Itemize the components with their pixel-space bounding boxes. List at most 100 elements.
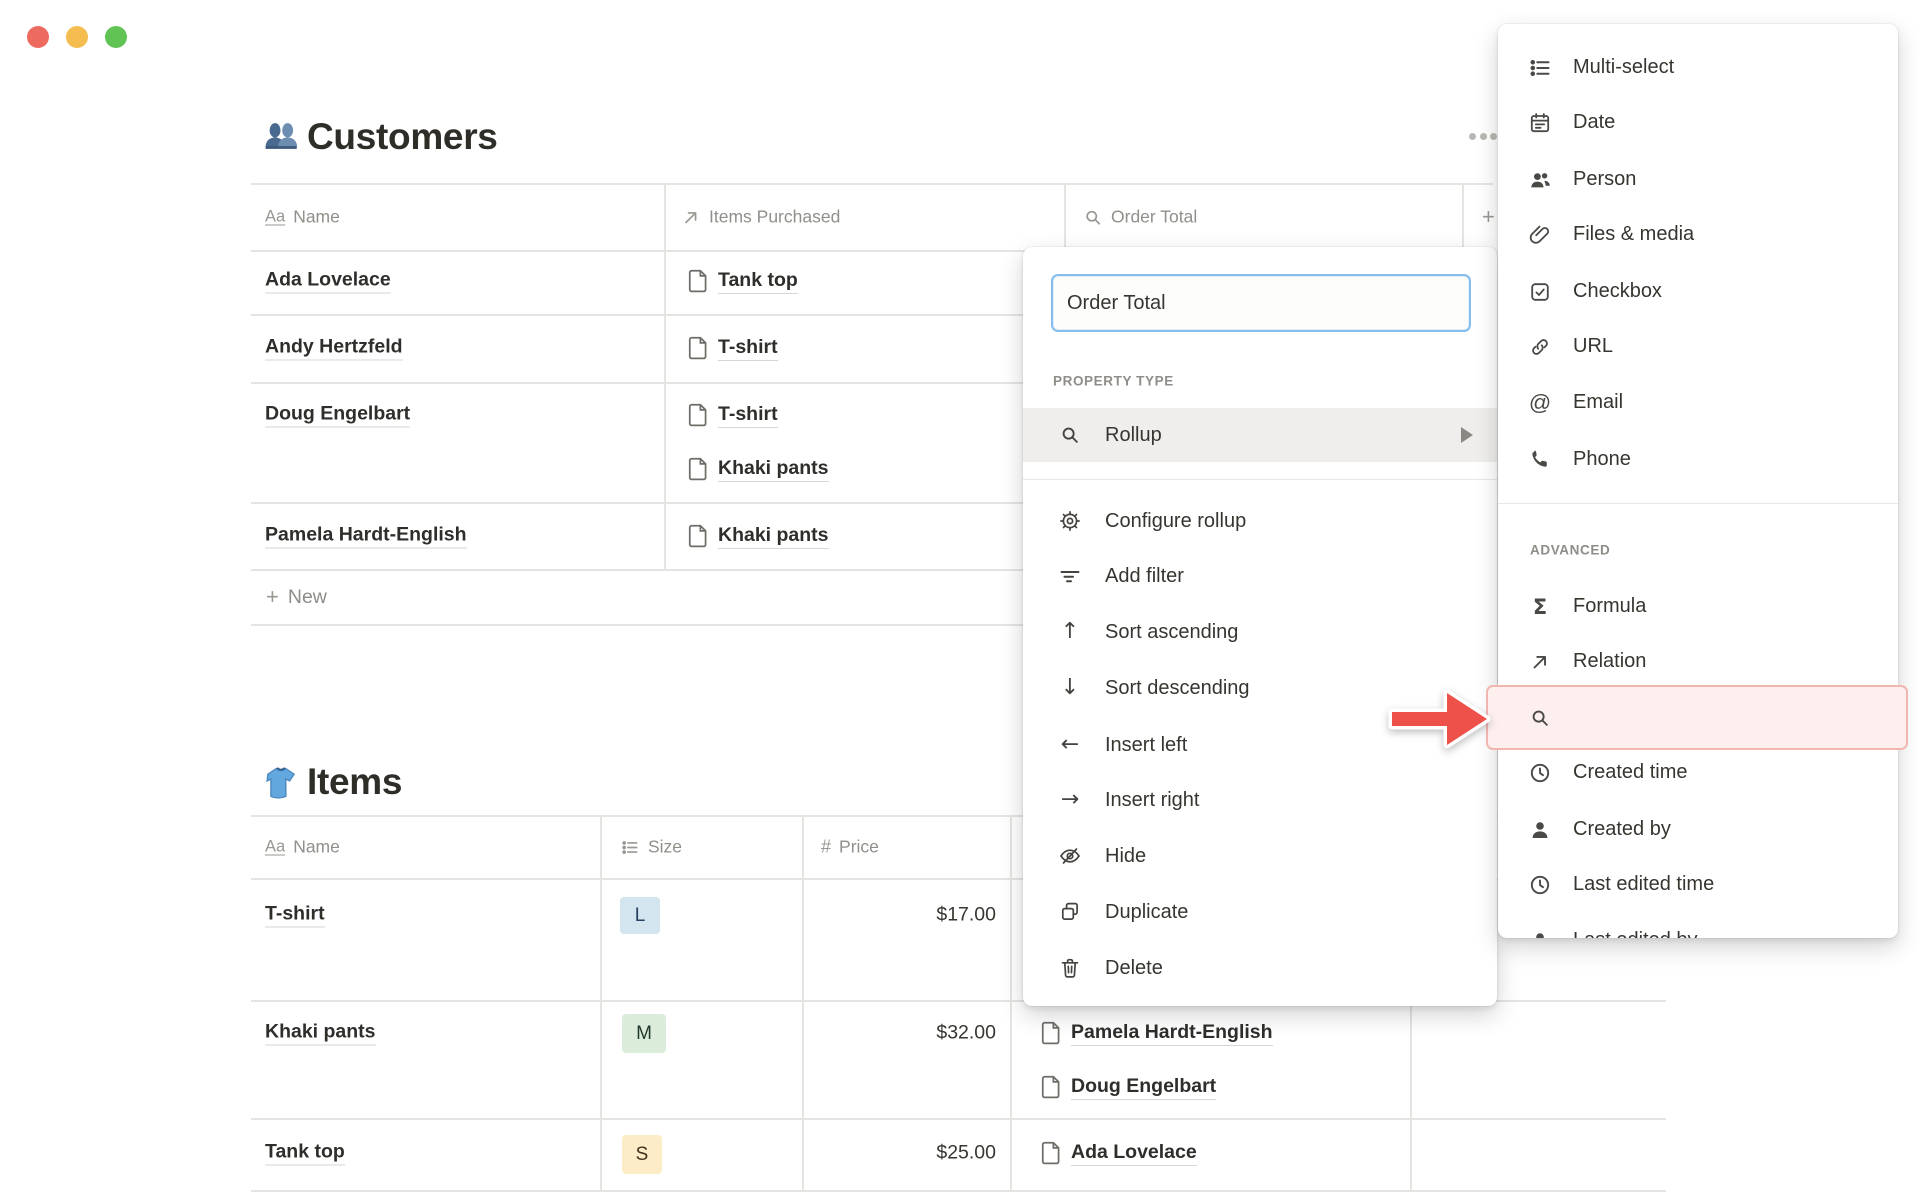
relation-page-link[interactable]: Pamela Hardt-English	[1040, 1020, 1273, 1046]
column-header-items-purchased[interactable]: Items Purchased	[681, 207, 840, 228]
relation-page-link[interactable]: Doug Engelbart	[1040, 1074, 1217, 1100]
column-label: Name	[293, 206, 340, 227]
table-row-name[interactable]: Khaki pants	[265, 1021, 376, 1046]
type-option-url[interactable]: URL	[1498, 319, 1898, 374]
minimize-window-icon[interactable]	[66, 26, 88, 48]
type-option-created-time[interactable]: Created time	[1498, 745, 1898, 800]
phone-icon	[1527, 447, 1553, 473]
type-option-phone[interactable]: Phone	[1498, 432, 1898, 487]
menu-item-sort-ascending[interactable]: ↑ Sort ascending	[1023, 605, 1497, 659]
eye-slash-icon	[1058, 844, 1082, 868]
arrow-right-icon: →	[1060, 787, 1080, 812]
arrow-up-icon: ↑	[1060, 619, 1080, 644]
type-option-last-edited-time[interactable]: Last edited time	[1498, 857, 1898, 912]
table-row-name[interactable]: Pamela Hardt-English	[265, 524, 467, 549]
rollup-magnifier-icon	[1083, 207, 1103, 227]
add-column-button[interactable]: +	[1482, 204, 1495, 230]
type-option-checkbox[interactable]: Checkbox	[1498, 264, 1898, 319]
table-row-name[interactable]: Doug Engelbart	[265, 403, 411, 428]
section-label: PROPERTY TYPE	[1053, 373, 1174, 389]
property-type-rollup[interactable]: Rollup	[1023, 408, 1497, 462]
relation-page-link[interactable]: T-shirt	[687, 402, 778, 428]
filter-icon	[1058, 564, 1082, 588]
plus-icon: +	[266, 584, 279, 609]
size-tag[interactable]: S	[622, 1135, 662, 1174]
size-tag[interactable]: M	[622, 1014, 666, 1053]
items-db-title: Items	[260, 761, 402, 803]
page-icon	[1041, 1075, 1060, 1099]
type-option-person[interactable]: Person	[1498, 152, 1898, 207]
price-cell[interactable]: $17.00	[936, 903, 996, 926]
type-option-date[interactable]: Date	[1498, 95, 1898, 150]
type-option-email[interactable]: @ Email	[1528, 389, 1624, 415]
relation-page-link[interactable]: T-shirt	[687, 335, 778, 361]
table-row-name[interactable]: Tank top	[265, 1141, 345, 1166]
arrow-down-icon: ↓	[1060, 675, 1080, 700]
number-hash-icon: #	[821, 836, 832, 857]
property-name-input[interactable]	[1051, 274, 1471, 332]
type-option-last-edited-by[interactable]: Last edited by	[1498, 913, 1898, 938]
relation-page-link[interactable]: Khaki pants	[687, 456, 829, 482]
column-label: Name	[293, 836, 340, 857]
submenu-arrow-icon	[1461, 427, 1473, 443]
menu-item-delete[interactable]: Delete	[1023, 941, 1497, 995]
page-icon	[688, 336, 707, 360]
person-icon	[1527, 167, 1553, 193]
column-header-size[interactable]: Size	[620, 837, 682, 858]
relation-page-link[interactable]: Khaki pants	[687, 523, 829, 549]
page-title: Items	[307, 761, 403, 802]
rollup-magnifier-icon	[1527, 705, 1553, 731]
person-filled-icon	[1527, 928, 1553, 938]
page-title: Customers	[307, 116, 498, 157]
calendar-icon	[1527, 110, 1553, 136]
column-label: Items Purchased	[709, 206, 841, 227]
page-icon	[688, 457, 707, 481]
zoom-window-icon[interactable]	[105, 26, 127, 48]
property-edit-menu: PROPERTY TYPE Rollup Configure rollup Ad…	[1023, 247, 1497, 1006]
table-row-name[interactable]: Andy Hertzfeld	[265, 336, 403, 361]
column-header-price[interactable]: # Price	[821, 837, 879, 858]
column-header-name[interactable]: Aa Name	[265, 207, 340, 228]
type-option-relation[interactable]: Relation	[1498, 634, 1898, 689]
page-icon	[1041, 1021, 1060, 1045]
relation-page-link[interactable]: Tank top	[687, 268, 798, 294]
type-option-created-by[interactable]: Created by	[1498, 802, 1898, 857]
table-row-name[interactable]: Ada Lovelace	[265, 269, 391, 294]
window-controls	[27, 26, 127, 48]
clock-icon	[1527, 872, 1553, 898]
page-icon	[1041, 1141, 1060, 1165]
gear-icon	[1058, 509, 1082, 533]
rollup-highlight-annotation[interactable]	[1486, 685, 1908, 750]
customers-db-title: Customers	[260, 116, 498, 158]
price-cell[interactable]: $25.00	[936, 1141, 996, 1164]
menu-item-add-filter[interactable]: Add filter	[1023, 549, 1497, 603]
sigma-icon: Σ	[1532, 594, 1548, 619]
trash-icon	[1058, 956, 1082, 980]
menu-item-duplicate[interactable]: Duplicate	[1023, 885, 1497, 939]
plus-icon: +	[1482, 204, 1495, 229]
price-cell[interactable]: $32.00	[936, 1021, 996, 1044]
column-header-name[interactable]: Aa Name	[265, 837, 340, 858]
relation-arrow-icon	[1527, 649, 1553, 675]
menu-item-insert-right[interactable]: → Insert right	[1023, 773, 1497, 827]
menu-item-insert-left[interactable]: ← Insert left	[1023, 718, 1497, 772]
type-option-formula[interactable]: Σ Formula	[1498, 579, 1898, 634]
size-tag[interactable]: L	[620, 897, 660, 934]
table-row-name[interactable]: T-shirt	[265, 903, 325, 928]
menu-item-sort-descending[interactable]: ↓ Sort descending	[1023, 661, 1497, 715]
close-window-icon[interactable]	[27, 26, 49, 48]
relation-page-link[interactable]: Ada Lovelace	[1040, 1140, 1197, 1166]
section-label: ADVANCED	[1530, 542, 1611, 558]
type-option-multi-select[interactable]: Multi-select	[1498, 40, 1898, 95]
relation-arrow-icon	[681, 207, 701, 227]
page-icon	[688, 403, 707, 427]
column-label: Order Total	[1111, 206, 1198, 227]
database-options-icon[interactable]	[1469, 133, 1497, 140]
column-header-order-total[interactable]: Order Total	[1083, 207, 1197, 228]
multiselect-list-icon	[1527, 55, 1553, 81]
type-option-files-media[interactable]: Files & media	[1498, 207, 1898, 262]
clock-icon	[1527, 760, 1553, 786]
menu-item-configure-rollup[interactable]: Configure rollup	[1023, 494, 1497, 548]
new-row-button[interactable]: + New	[266, 584, 327, 609]
menu-item-hide[interactable]: Hide	[1023, 829, 1497, 883]
